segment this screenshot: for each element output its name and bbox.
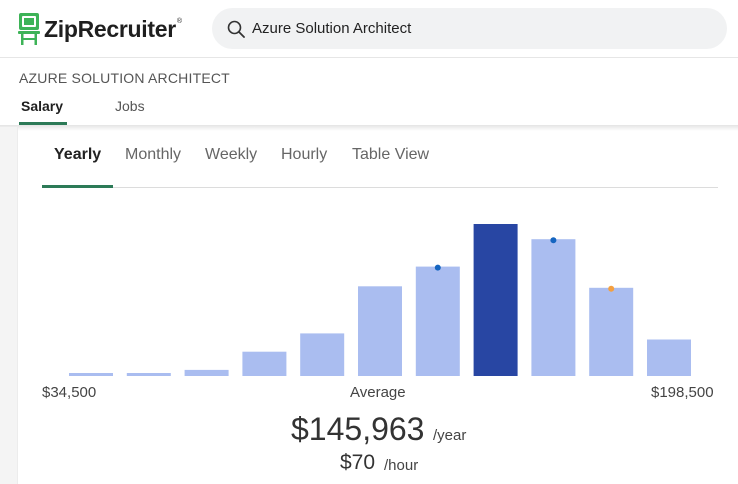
histogram-bar: [531, 239, 576, 376]
histogram-marker-dot: [550, 237, 557, 244]
axis-max-label: $198,500: [651, 384, 714, 401]
histogram-bar: [589, 287, 634, 376]
histogram-bar: [300, 333, 345, 376]
tab-jobs[interactable]: Jobs: [115, 98, 145, 114]
histogram-bar: [647, 339, 691, 376]
left-gutter: [0, 127, 18, 484]
average-hourly-unit: /hour: [384, 457, 419, 474]
job-title: AZURE SOLUTION ARCHITECT: [19, 70, 230, 86]
period-tabs-divider: [42, 187, 718, 188]
tab-salary-indicator: [19, 122, 67, 125]
ziprecruiter-logo[interactable]: ZipRecruiter ®: [18, 12, 182, 46]
subheader-shadow: [0, 125, 738, 131]
average-yearly-salary: $145,963: [291, 411, 425, 447]
average-hourly-wage: $70: [340, 451, 376, 474]
histogram-bar-average: [473, 224, 518, 376]
search-input[interactable]: [252, 20, 692, 37]
logo-text: ZipRecruiter: [44, 15, 176, 42]
tab-hourly[interactable]: Hourly: [281, 146, 328, 163]
tab-monthly[interactable]: Monthly: [125, 146, 182, 163]
site-header: ZipRecruiter ®: [0, 0, 738, 58]
histogram-bar: [242, 351, 287, 376]
search-bar[interactable]: [212, 8, 727, 49]
axis-average-label: Average: [350, 384, 406, 401]
average-yearly-unit: /year: [433, 427, 467, 444]
histogram-marker-dot: [608, 285, 615, 292]
histogram-marker-dot: [434, 264, 441, 271]
tab-table-view[interactable]: Table View: [352, 146, 430, 163]
tab-yearly[interactable]: Yearly: [54, 146, 102, 163]
tab-weekly[interactable]: Weekly: [205, 146, 258, 163]
chair-icon: [18, 13, 40, 45]
tab-yearly-indicator: [42, 185, 113, 188]
header-divider: [0, 57, 738, 58]
histogram-bar: [126, 373, 171, 376]
search-icon[interactable]: [226, 19, 246, 39]
histogram-bar: [69, 373, 113, 376]
registered-mark: ®: [176, 17, 183, 25]
histogram-bar: [358, 286, 402, 376]
tab-salary[interactable]: Salary: [21, 98, 64, 114]
axis-min-label: $34,500: [42, 384, 97, 401]
histogram-bar: [184, 369, 229, 376]
histogram-bar: [415, 266, 460, 376]
